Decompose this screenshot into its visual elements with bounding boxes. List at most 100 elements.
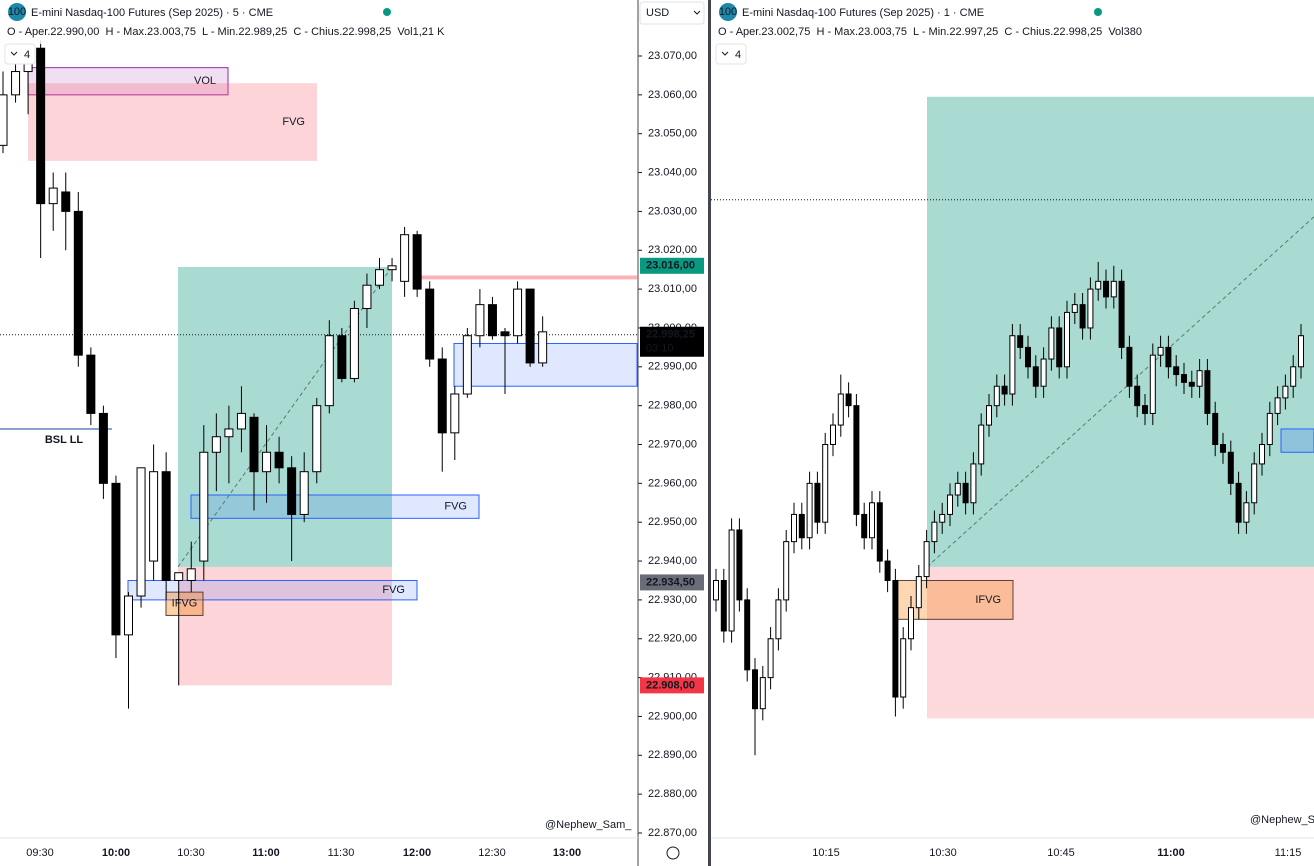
- price-label: 22.980,00: [648, 400, 697, 412]
- price-label: 23.070,00: [648, 50, 697, 62]
- candle-body: [806, 482, 813, 539]
- candle-body: [538, 331, 548, 364]
- zone-label: FVG: [444, 501, 467, 513]
- time-label: 10:30: [177, 847, 205, 859]
- zone-label: FVG: [282, 116, 305, 128]
- price-label: 22.890,00: [648, 749, 697, 761]
- candle-body: [262, 451, 272, 473]
- indicator-button[interactable]: [4, 43, 36, 65]
- price-label: 23.050,00: [648, 128, 697, 140]
- candle-body: [1134, 385, 1141, 407]
- candle-body: [1056, 327, 1063, 368]
- candle-body: [791, 513, 797, 543]
- candle-body: [274, 451, 284, 469]
- candle-body: [1001, 385, 1008, 395]
- candle-body: [236, 412, 246, 430]
- candle-body: [1048, 327, 1055, 360]
- badge-label: 22.934,50: [646, 576, 695, 588]
- candle-body: [1040, 358, 1047, 387]
- candle-body: [720, 579, 727, 632]
- candle-body: [1079, 304, 1086, 329]
- candle-body: [728, 529, 735, 632]
- bsl-label: BSL LL: [45, 434, 84, 446]
- indicator-button[interactable]: [715, 43, 747, 65]
- zone: [190, 494, 480, 519]
- candle-body: [1165, 346, 1172, 368]
- candle-body: [475, 304, 485, 337]
- candle-body: [11, 71, 21, 96]
- candle-body: [923, 541, 930, 578]
- candle-body: [1009, 335, 1016, 395]
- candle-body: [437, 358, 447, 434]
- time-label: 11:30: [328, 847, 355, 859]
- status-dot: [1094, 8, 1102, 16]
- candle-body: [375, 269, 384, 286]
- candle-body: [1032, 366, 1039, 387]
- candle-body: [500, 331, 510, 337]
- time-label: 12:30: [478, 847, 506, 859]
- candle-body: [830, 424, 836, 446]
- candle-body: [362, 284, 372, 310]
- candle-body: [61, 191, 71, 212]
- candle-body: [1064, 311, 1070, 368]
- candle-body: [986, 405, 992, 426]
- candle-body: [954, 482, 961, 496]
- candle-body: [744, 599, 751, 671]
- zone: [895, 579, 1014, 620]
- candle-body: [1110, 280, 1117, 298]
- price-badge: [640, 326, 704, 357]
- zone: [27, 67, 229, 96]
- zone-label: IFVG: [975, 594, 1001, 606]
- candle-body: [1017, 335, 1024, 348]
- candle-body: [249, 416, 259, 473]
- candle-body: [1204, 370, 1211, 414]
- candle-body: [1188, 381, 1195, 387]
- time-label: 09:30: [26, 847, 54, 859]
- candle-body: [884, 560, 891, 581]
- candle-body: [211, 436, 221, 453]
- candle-body: [861, 513, 868, 539]
- candle-body: [1266, 412, 1273, 446]
- candle-body: [900, 638, 907, 698]
- zone-label: FVG: [382, 584, 405, 596]
- price-label: 22.990,00: [648, 361, 697, 373]
- candle-body: [0, 94, 8, 146]
- candle-body: [798, 513, 805, 539]
- candle-body: [993, 385, 1000, 407]
- candle-body: [978, 424, 985, 465]
- price-label: 23.040,00: [648, 166, 697, 178]
- trend-line: [926, 216, 1314, 568]
- candle-body: [915, 576, 922, 609]
- time-label: 13:00: [553, 847, 581, 859]
- ohlc-line: O - Aper.23.002,75 H - Max.23.003,75 L -…: [718, 26, 1142, 38]
- candle-body: [1243, 502, 1250, 523]
- price-label: 22.940,00: [648, 555, 697, 567]
- candle-body: [224, 428, 234, 438]
- logo-text: 100: [8, 6, 26, 18]
- candle-body: [837, 393, 844, 426]
- price-label: 23.060,00: [648, 89, 697, 101]
- candle-body: [892, 579, 899, 698]
- time-label: 11:00: [252, 847, 280, 859]
- candle-body: [161, 471, 171, 581]
- candle-body: [962, 482, 969, 504]
- price-badge: [640, 257, 704, 274]
- candle-body: [324, 335, 334, 407]
- zone-label: VOL: [194, 75, 216, 87]
- candle-body: [174, 572, 184, 581]
- logo: [8, 3, 26, 21]
- candle-body: [1142, 405, 1148, 414]
- zone: [420, 275, 637, 280]
- candle-body: [111, 482, 121, 636]
- price-badge: [640, 574, 704, 591]
- chevron: [721, 51, 729, 56]
- candle-body: [767, 638, 774, 679]
- time-label: 10:15: [812, 847, 840, 859]
- candle-body: [783, 541, 790, 601]
- candle-body: [970, 463, 977, 504]
- badge-time: 03:10: [646, 343, 674, 355]
- currency-button[interactable]: [639, 1, 705, 25]
- price-label: 22.970,00: [648, 438, 697, 450]
- settings-icon[interactable]: [666, 846, 680, 860]
- zone: [165, 591, 204, 616]
